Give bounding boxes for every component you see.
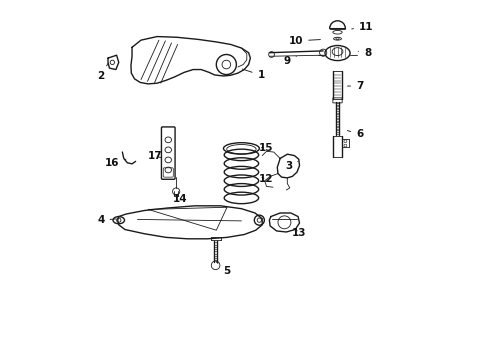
Text: 12: 12 <box>259 174 274 184</box>
Text: 6: 6 <box>347 129 364 139</box>
Text: 14: 14 <box>172 194 187 204</box>
Text: 17: 17 <box>147 150 162 161</box>
Text: 1: 1 <box>242 69 265 80</box>
Text: 8: 8 <box>358 48 371 58</box>
Text: 11: 11 <box>352 22 373 32</box>
Text: 3: 3 <box>285 161 298 171</box>
Text: 16: 16 <box>104 158 126 168</box>
Text: 2: 2 <box>97 63 108 81</box>
Text: 4: 4 <box>97 215 116 225</box>
Text: 13: 13 <box>292 228 306 238</box>
Text: 10: 10 <box>289 36 320 46</box>
Text: 9: 9 <box>284 56 296 66</box>
Text: 5: 5 <box>216 262 230 276</box>
Text: 7: 7 <box>347 81 364 91</box>
Text: 15: 15 <box>259 143 274 153</box>
